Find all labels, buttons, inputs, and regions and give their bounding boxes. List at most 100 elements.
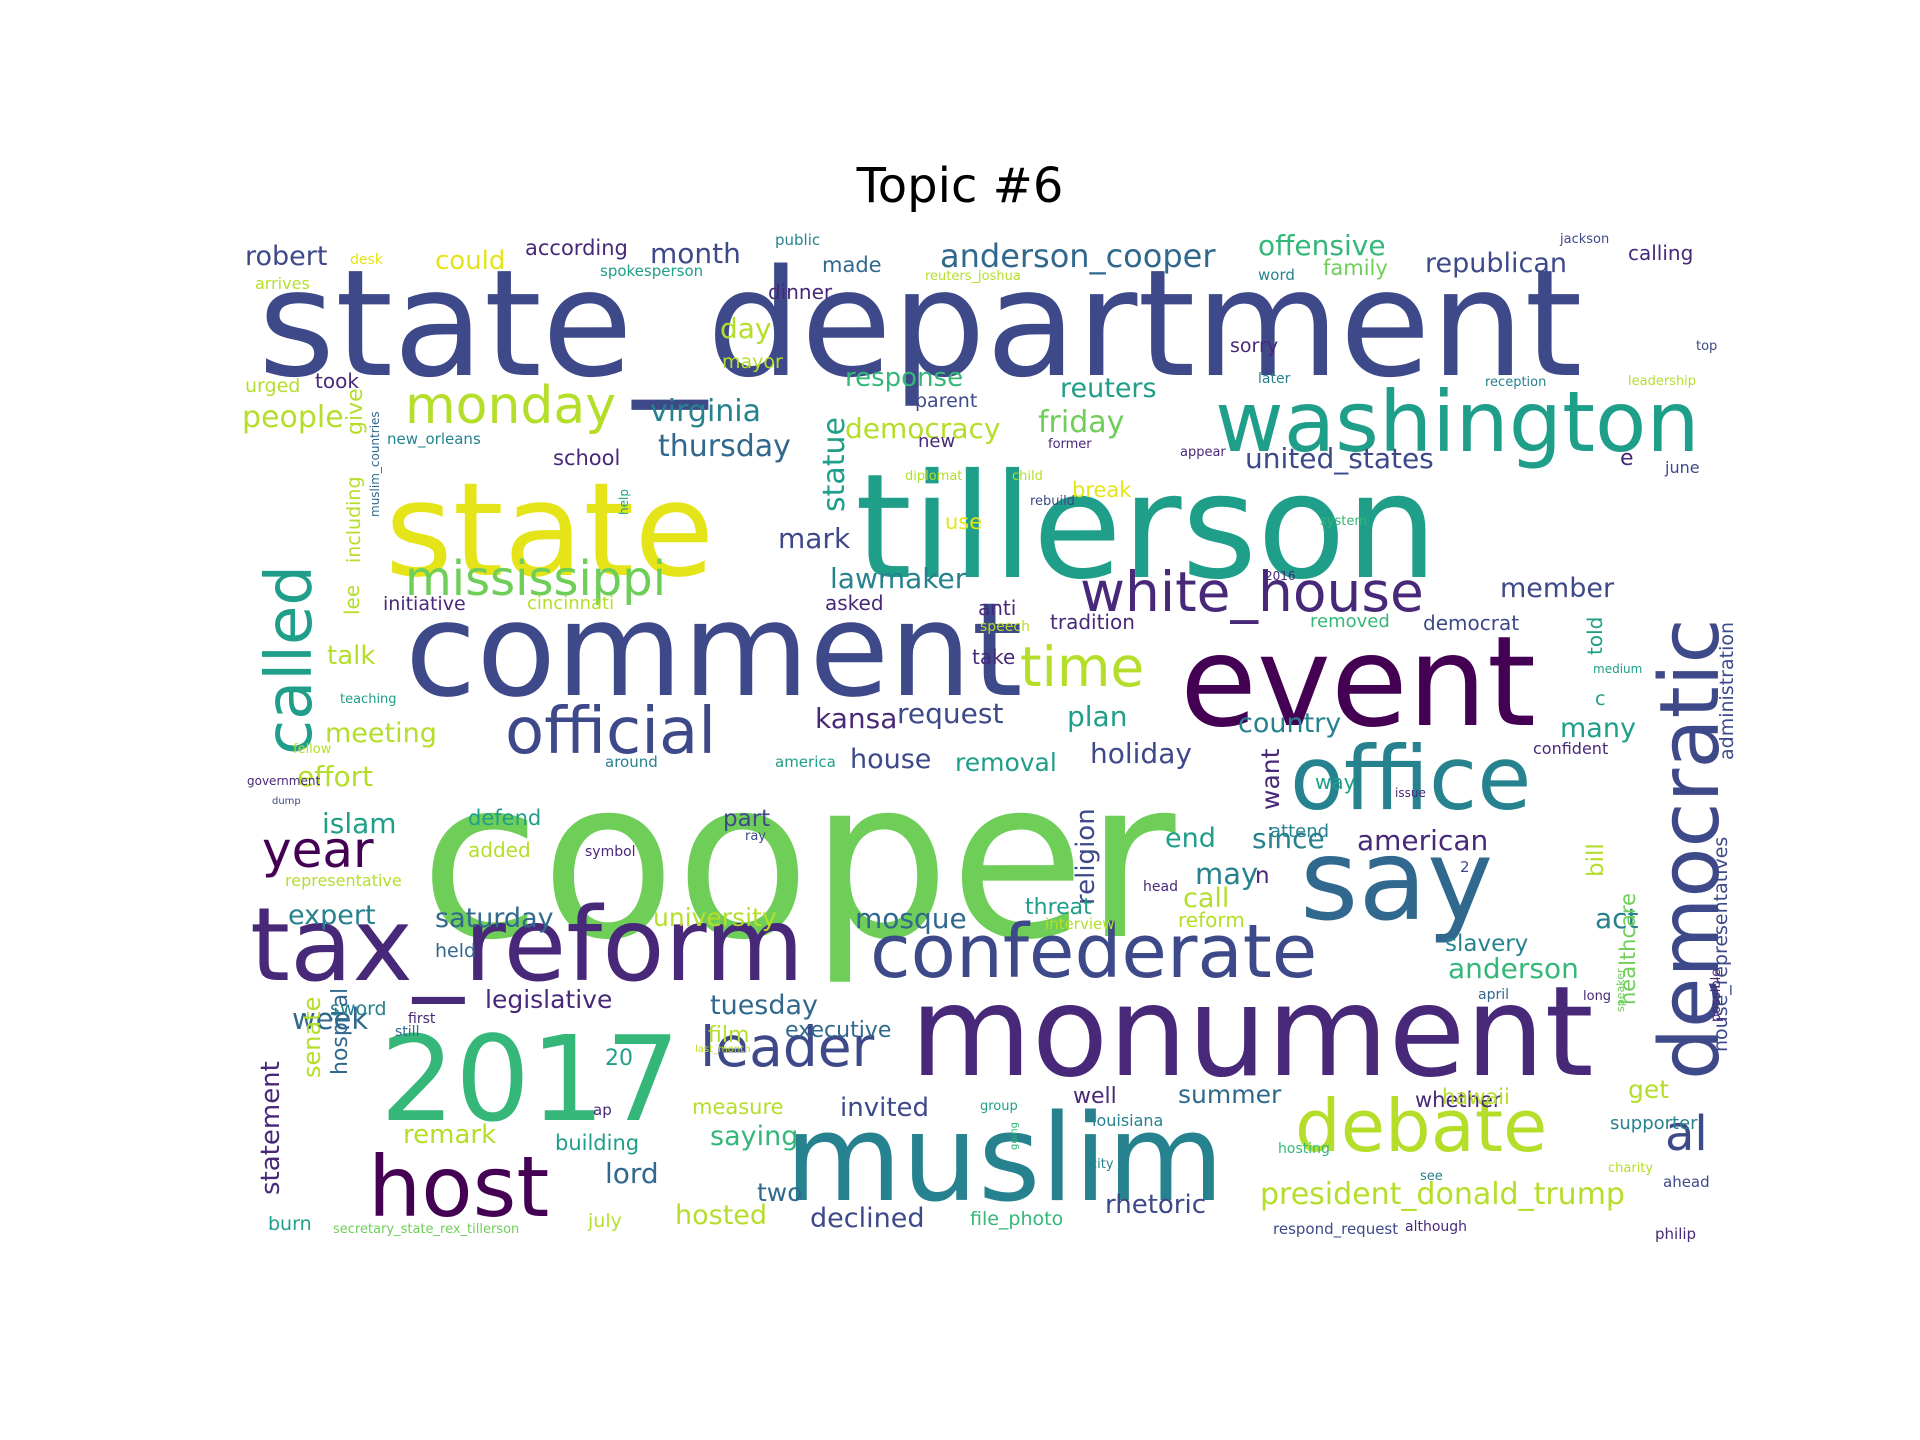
cloud-word: reception bbox=[1485, 375, 1547, 390]
cloud-word: remark bbox=[403, 1120, 497, 1150]
cloud-word: philip bbox=[1655, 1225, 1697, 1243]
cloud-word: use bbox=[945, 510, 983, 534]
cloud-word: supporter bbox=[1610, 1113, 1698, 1134]
cloud-word: university bbox=[653, 903, 777, 932]
cloud-word: added bbox=[468, 838, 531, 862]
cloud-word: want bbox=[1256, 748, 1285, 810]
cloud-word: lawmaker bbox=[830, 562, 967, 595]
cloud-word: possible bbox=[1709, 968, 1724, 1022]
cloud-word: attend bbox=[1270, 821, 1330, 842]
cloud-word: virginia bbox=[650, 394, 762, 429]
cloud-word: defend bbox=[468, 806, 542, 830]
cloud-word: thursday bbox=[658, 429, 791, 464]
cloud-word: top bbox=[1696, 339, 1718, 354]
cloud-word: removed bbox=[1310, 611, 1390, 632]
cloud-word: rhetoric bbox=[1105, 1190, 1207, 1220]
cloud-word: called bbox=[253, 565, 327, 755]
cloud-word: america bbox=[775, 753, 836, 771]
cloud-word: school bbox=[553, 446, 621, 470]
cloud-word: anderson bbox=[1448, 952, 1579, 985]
cloud-word: comment bbox=[405, 574, 1023, 726]
cloud-word: whether bbox=[1415, 1088, 1502, 1112]
cloud-word: e bbox=[1620, 446, 1634, 471]
cloud-word: well bbox=[1073, 1084, 1117, 1109]
cloud-word: mayor bbox=[722, 351, 783, 373]
cloud-word: july bbox=[588, 1210, 622, 1232]
cloud-word: long bbox=[1583, 989, 1612, 1004]
cloud-word: monument bbox=[910, 960, 1594, 1105]
cloud-word: act bbox=[1595, 902, 1639, 935]
cloud-word: executive bbox=[785, 1018, 892, 1043]
cloud-word: legislative bbox=[485, 985, 613, 1014]
cloud-word: parent bbox=[915, 390, 978, 412]
cloud-word: 2016 bbox=[1265, 569, 1296, 583]
cloud-word: sword bbox=[330, 998, 387, 1020]
cloud-word: head bbox=[1143, 879, 1178, 895]
cloud-word: appear bbox=[1180, 445, 1226, 460]
cloud-word: plan bbox=[1067, 700, 1128, 733]
cloud-word: although bbox=[1405, 1219, 1468, 1235]
cloud-word: rebuild bbox=[1030, 494, 1076, 509]
cloud-word: people bbox=[242, 400, 344, 435]
cloud-word: administration bbox=[1716, 621, 1738, 760]
cloud-word: anderson_cooper bbox=[940, 237, 1216, 275]
cloud-word: way bbox=[1315, 770, 1356, 794]
cloud-word: help bbox=[617, 489, 631, 515]
cloud-word: respond_request bbox=[1273, 1220, 1399, 1238]
cloud-word: take bbox=[972, 645, 1016, 669]
cloud-word: told bbox=[1583, 616, 1607, 655]
cloud-word: tradition bbox=[1050, 610, 1135, 634]
cloud-word: give bbox=[343, 388, 368, 435]
cloud-word: 2 bbox=[1460, 858, 1470, 876]
cloud-word: summer bbox=[1178, 1080, 1282, 1109]
cloud-word: kansa bbox=[815, 702, 898, 735]
cloud-word: republican bbox=[1425, 248, 1568, 279]
cloud-word: statue bbox=[817, 416, 852, 512]
cloud-word: spokesperson bbox=[600, 262, 704, 280]
cloud-word: meeting bbox=[325, 718, 437, 749]
cloud-word: measure bbox=[692, 1095, 784, 1119]
cloud-word: year bbox=[262, 821, 374, 879]
cloud-word: call bbox=[1183, 883, 1230, 914]
cloud-word: government bbox=[247, 774, 321, 788]
cloud-word: interview bbox=[1045, 915, 1115, 933]
cloud-word: secretary_state_rex_tillerson bbox=[333, 1222, 520, 1237]
cloud-word: mississippi bbox=[405, 551, 667, 607]
cloud-word: effort bbox=[297, 760, 374, 793]
cloud-word: system bbox=[1320, 514, 1367, 529]
cloud-word: member bbox=[1500, 573, 1615, 604]
cloud-word: confident bbox=[1533, 739, 1609, 758]
cloud-word: burn bbox=[268, 1213, 312, 1235]
cloud-word: invited bbox=[840, 1093, 930, 1123]
cloud-word: april bbox=[1478, 987, 1510, 1003]
cloud-word: senate bbox=[298, 996, 326, 1078]
cloud-word: hosting bbox=[1278, 1141, 1330, 1157]
cloud-word: later bbox=[1258, 371, 1291, 387]
cloud-word: country bbox=[1238, 708, 1342, 739]
cloud-word: week bbox=[292, 1002, 369, 1036]
cloud-word: muslim_countries bbox=[368, 411, 382, 517]
cloud-word: public bbox=[775, 231, 821, 249]
cloud-word: new bbox=[918, 431, 956, 452]
cloud-word: request bbox=[897, 697, 1004, 730]
cloud-word: could bbox=[435, 246, 506, 276]
cloud-word: washington bbox=[1215, 373, 1700, 471]
cloud-word: say bbox=[1300, 816, 1494, 946]
cloud-word: bill bbox=[1583, 843, 1609, 877]
cloud-word: first bbox=[408, 1011, 436, 1027]
cloud-word: 20 bbox=[605, 1046, 633, 1071]
cloud-word: last_month bbox=[695, 1044, 751, 1055]
cloud-word: cincinnati bbox=[527, 593, 615, 614]
chart-title: Topic #6 bbox=[856, 158, 1064, 214]
cloud-word: reform bbox=[1178, 908, 1245, 932]
cloud-word: ap bbox=[593, 1101, 612, 1119]
cloud-word: made bbox=[822, 253, 882, 277]
cloud-word: c bbox=[1595, 688, 1606, 710]
cloud-word: al bbox=[1665, 1106, 1708, 1162]
cloud-word: according bbox=[525, 236, 628, 260]
cloud-word: declined bbox=[810, 1203, 925, 1234]
cloud-word: ahead bbox=[1663, 1173, 1710, 1191]
cloud-word: dinner bbox=[768, 280, 833, 304]
cloud-word: house bbox=[850, 744, 932, 775]
